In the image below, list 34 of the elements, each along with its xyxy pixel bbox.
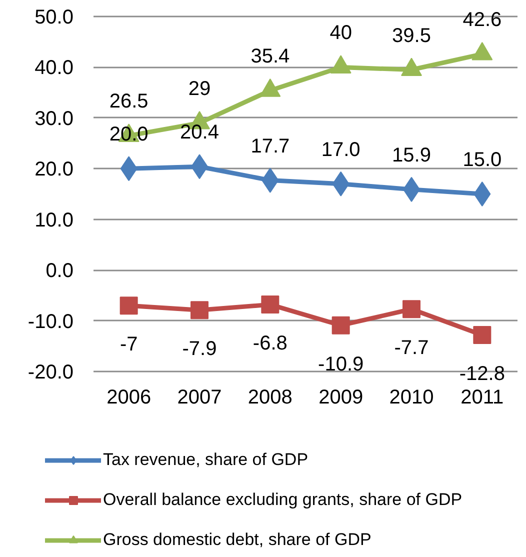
x-tick-label: 2009 [318, 386, 364, 408]
data-label: 26.5 [109, 90, 148, 113]
data-label: 15.0 [462, 149, 502, 171]
data-label: 17.7 [250, 135, 290, 158]
y-tick-label: -20.0 [28, 362, 74, 384]
legend-label: Gross domestic debt, share of GDP [103, 530, 372, 550]
data-label: 39.5 [392, 24, 431, 47]
x-tick-label: 2007 [177, 386, 222, 408]
y-tick-label: 0.0 [46, 260, 74, 282]
data-label: -6.8 [252, 332, 288, 355]
data-label: 42.6 [462, 9, 502, 32]
x-tick-label: 2006 [106, 386, 152, 408]
data-label: -7.7 [394, 337, 429, 360]
data-label: 40 [330, 22, 352, 44]
data-label: 29 [188, 78, 211, 100]
legend-label: Tax revenue, share of GDP [103, 450, 308, 470]
x-tick-label: 2008 [248, 386, 292, 408]
data-label: -7.9 [182, 338, 217, 360]
data-label: -7 [120, 334, 138, 356]
data-label: 20.4 [180, 122, 219, 144]
y-tick-label: 10.0 [34, 209, 74, 232]
y-tick-label: -10.0 [28, 310, 74, 333]
data-label: -10.9 [318, 353, 364, 376]
data-label: -12.8 [459, 362, 505, 385]
data-label: 17.0 [321, 138, 360, 161]
y-tick-label: 50.0 [34, 6, 74, 28]
data-label: 35.4 [250, 46, 290, 68]
legend-label: Overall balance excluding grants, share of GDP [103, 490, 462, 510]
y-tick-label: 30.0 [34, 108, 74, 130]
y-tick-label: 40.0 [34, 57, 74, 80]
x-tick-label: 2010 [389, 386, 434, 408]
x-tick-label: 2011 [460, 386, 504, 408]
data-label: 15.9 [392, 144, 431, 166]
y-tick-label: 20.0 [34, 158, 74, 181]
